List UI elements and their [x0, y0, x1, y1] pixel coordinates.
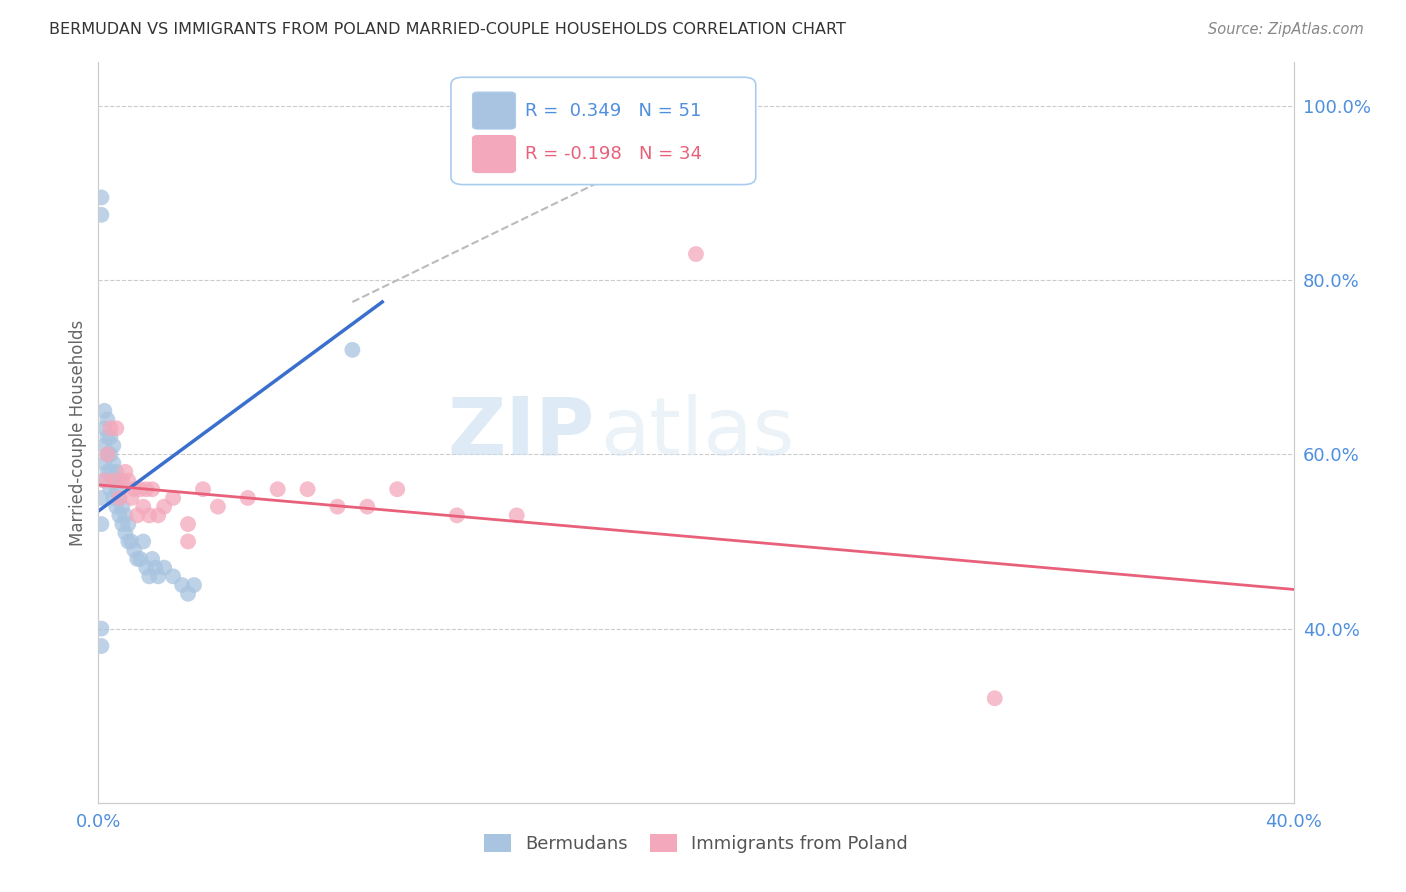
Point — [114, 525, 136, 540]
Text: BERMUDAN VS IMMIGRANTS FROM POLAND MARRIED-COUPLE HOUSEHOLDS CORRELATION CHART: BERMUDAN VS IMMIGRANTS FROM POLAND MARRI… — [49, 22, 846, 37]
Point — [132, 534, 155, 549]
Point — [135, 560, 157, 574]
Point — [120, 534, 142, 549]
Point — [207, 500, 229, 514]
Point — [124, 482, 146, 496]
Point — [114, 508, 136, 523]
Point — [120, 491, 142, 505]
Point — [114, 465, 136, 479]
Point — [191, 482, 214, 496]
Point — [177, 517, 200, 532]
Point — [297, 482, 319, 496]
Point — [177, 587, 200, 601]
Point — [105, 465, 128, 479]
Text: R =  0.349   N = 51: R = 0.349 N = 51 — [524, 102, 702, 120]
Point — [385, 482, 409, 496]
Point — [172, 578, 194, 592]
FancyBboxPatch shape — [472, 136, 516, 172]
Point — [96, 412, 118, 426]
Point — [236, 491, 259, 505]
Point — [129, 552, 152, 566]
Point — [141, 552, 163, 566]
Point — [984, 691, 1007, 706]
Point — [105, 421, 128, 435]
Y-axis label: Married-couple Households: Married-couple Households — [69, 319, 87, 546]
Point — [111, 517, 134, 532]
Point — [177, 534, 200, 549]
Point — [93, 404, 115, 418]
Point — [108, 491, 131, 505]
Legend: Bermudans, Immigrants from Poland: Bermudans, Immigrants from Poland — [477, 827, 915, 861]
Point — [356, 500, 378, 514]
Point — [93, 421, 115, 435]
Point — [111, 500, 134, 514]
Point — [326, 500, 349, 514]
Text: R = -0.198   N = 34: R = -0.198 N = 34 — [524, 145, 702, 163]
Point — [103, 474, 125, 488]
Point — [103, 456, 125, 470]
Point — [105, 482, 128, 496]
Point — [117, 534, 139, 549]
Point — [446, 508, 468, 523]
Point — [124, 543, 146, 558]
Point — [96, 447, 118, 461]
Point — [98, 482, 122, 496]
Point — [162, 569, 184, 583]
Point — [162, 491, 184, 505]
Point — [103, 491, 125, 505]
Point — [96, 465, 118, 479]
Point — [138, 569, 160, 583]
Point — [138, 508, 160, 523]
Point — [135, 482, 157, 496]
Point — [111, 474, 134, 488]
Point — [108, 474, 131, 488]
Point — [93, 439, 115, 453]
Text: Source: ZipAtlas.com: Source: ZipAtlas.com — [1208, 22, 1364, 37]
Point — [98, 421, 122, 435]
Point — [153, 560, 176, 574]
FancyBboxPatch shape — [451, 78, 756, 185]
Point — [153, 500, 176, 514]
Point — [103, 474, 125, 488]
Point — [117, 517, 139, 532]
Point — [93, 474, 115, 488]
Point — [117, 474, 139, 488]
Point — [105, 500, 128, 514]
Point — [148, 569, 170, 583]
Point — [98, 447, 122, 461]
Point — [93, 456, 115, 470]
Point — [141, 482, 163, 496]
Point — [103, 439, 125, 453]
Point — [96, 430, 118, 444]
Point — [98, 465, 122, 479]
Point — [685, 247, 707, 261]
Point — [132, 500, 155, 514]
Point — [108, 491, 131, 505]
Point — [143, 560, 166, 574]
Point — [342, 343, 364, 357]
Point — [90, 622, 112, 636]
Point — [127, 552, 149, 566]
Point — [96, 447, 118, 461]
Point — [148, 508, 170, 523]
Point — [90, 208, 112, 222]
Point — [93, 474, 115, 488]
Point — [127, 508, 149, 523]
Point — [183, 578, 205, 592]
Point — [506, 508, 529, 523]
Point — [90, 639, 112, 653]
Point — [90, 190, 112, 204]
Point — [98, 430, 122, 444]
Text: atlas: atlas — [600, 393, 794, 472]
Point — [129, 482, 152, 496]
Point — [108, 508, 131, 523]
Text: ZIP: ZIP — [447, 393, 595, 472]
Point — [90, 491, 112, 505]
Point — [267, 482, 290, 496]
Point — [90, 517, 112, 532]
FancyBboxPatch shape — [472, 92, 516, 129]
